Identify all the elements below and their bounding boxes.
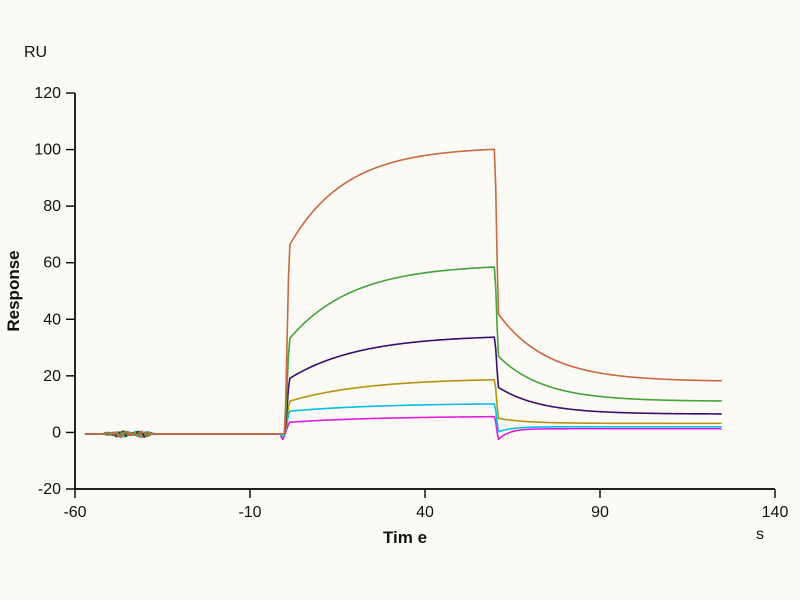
y-tick-label: 120 — [34, 85, 61, 102]
x-axis-unit-label: s — [756, 526, 764, 543]
x-tick-label: 40 — [416, 504, 434, 521]
x-tick-label: 140 — [762, 504, 789, 521]
y-tick-label: 80 — [43, 198, 61, 215]
series-line-sensorgram-curve-1-highest — [84, 148, 722, 439]
series-line-sensorgram-curve-5 — [84, 403, 722, 439]
series-line-sensorgram-curve-2 — [84, 266, 722, 438]
x-tick-label: 90 — [591, 504, 609, 521]
x-tick-label: -60 — [63, 504, 86, 521]
series-line-sensorgram-curve-6-lowest — [84, 415, 722, 441]
y-tick-label: -20 — [38, 481, 61, 498]
y-axis-unit-label: RU — [24, 44, 48, 61]
y-tick-label: 40 — [43, 311, 61, 328]
x-tick-label: -10 — [238, 504, 261, 521]
series-line-sensorgram-curve-3 — [84, 336, 722, 438]
y-tick-label: 20 — [43, 368, 61, 385]
y-tick-label: 100 — [34, 142, 61, 159]
y-tick-label: 0 — [52, 424, 61, 441]
axes — [74, 93, 775, 490]
y-tick-label: 60 — [43, 255, 61, 272]
x-axis-title: Tim e — [382, 528, 428, 547]
